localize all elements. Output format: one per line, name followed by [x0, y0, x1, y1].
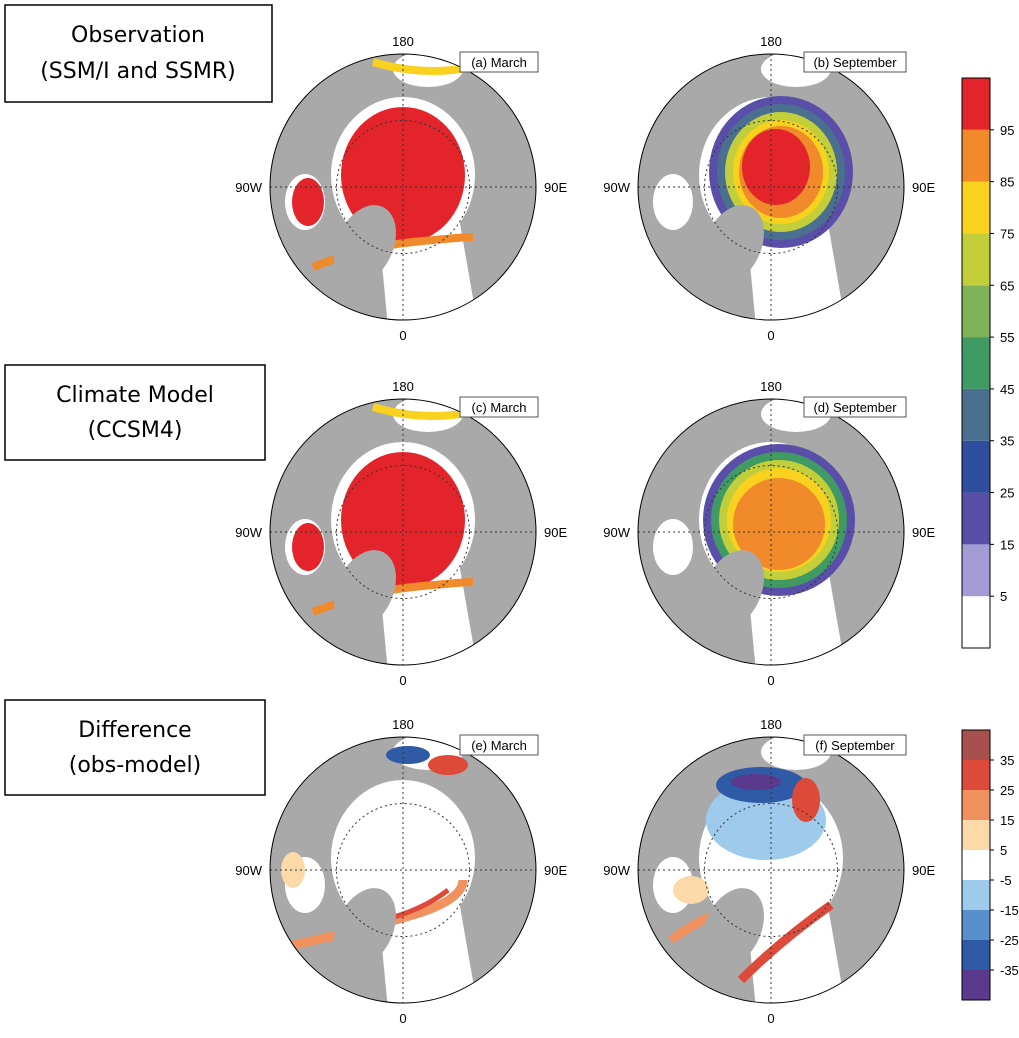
ice-region: [386, 746, 430, 764]
row-label-box: Climate Model (CCSM4): [5, 365, 265, 460]
lon-label: 90W: [235, 863, 262, 878]
row-label: (SSM/I and SSMR): [40, 59, 236, 84]
colorbar-segment: [962, 130, 990, 182]
polar-map: 180 0 90W 90E (f) September: [603, 717, 935, 1026]
lon-label: 90E: [544, 863, 567, 878]
panel-label: (f) September: [815, 738, 895, 753]
colorbar-segment: [962, 389, 990, 441]
colorbar-segment: [962, 970, 990, 1000]
ice-region: [792, 778, 820, 822]
lon-label: 0: [399, 328, 406, 343]
colorbar-tick-label: 35: [1000, 753, 1014, 768]
colorbar-segment: [962, 850, 990, 880]
colorbar-tick-label: 25: [1000, 486, 1014, 501]
colorbar-segment: [962, 285, 990, 337]
row-label: Climate Model: [56, 383, 214, 408]
colorbar-tick-label: 95: [1000, 123, 1014, 138]
ice-region: [673, 876, 709, 904]
panel-label: (e) March: [471, 738, 527, 753]
colorbar-segment: [962, 78, 990, 130]
colorbar-segment: [962, 790, 990, 820]
lon-label: 0: [767, 673, 774, 688]
panel-label: (a) March: [471, 55, 527, 70]
colorbar-tick-label: 55: [1000, 330, 1014, 345]
row-label: (obs-model): [69, 753, 202, 778]
colorbar-tick-label: 25: [1000, 783, 1014, 798]
lon-label: 180: [392, 379, 414, 394]
lon-label: 90W: [603, 863, 630, 878]
panel-label: (d) September: [813, 400, 897, 415]
lon-label: 90W: [603, 180, 630, 195]
colorbar-segment: [962, 910, 990, 940]
page: {"row_labels": [ {"line1": "Observation"…: [0, 0, 1019, 1038]
polar-map: 180 0 90W 90E (e) March: [235, 717, 567, 1026]
row-label: Difference: [78, 718, 191, 743]
colorbar-segment: [962, 760, 990, 790]
lon-label: 90E: [912, 180, 935, 195]
lon-label: 0: [767, 328, 774, 343]
colorbar-tick-label: 15: [1000, 813, 1014, 828]
lon-label: 90W: [235, 180, 262, 195]
colorbar-tick-label: 5: [1000, 843, 1007, 858]
ice-region: [292, 523, 324, 571]
polar-map: 180 0 90W 90E (d) September: [603, 379, 935, 688]
ice-region: [292, 178, 324, 226]
figure: Observation (SSM/I and SSMR) Climate Mod…: [0, 0, 1019, 1038]
colorbar-segment: [962, 596, 990, 648]
colorbar-tick-label: 65: [1000, 278, 1014, 293]
colorbar-tick-label: 15: [1000, 537, 1014, 552]
row-label: Observation: [71, 23, 205, 48]
lon-label: 180: [760, 34, 782, 49]
colorbar-tick-label: 5: [1000, 589, 1007, 604]
colorbar-tick-label: 85: [1000, 175, 1014, 190]
ice-region: [731, 774, 781, 790]
colorbar-segment: [962, 820, 990, 850]
colorbar-segment: [962, 544, 990, 596]
lon-label: 180: [760, 717, 782, 732]
colorbar-tick-label: -25: [1000, 933, 1019, 948]
colorbar-segment: [962, 182, 990, 234]
colorbar-segment: [962, 880, 990, 910]
lon-label: 0: [399, 1011, 406, 1026]
colorbar-tick-label: -15: [1000, 903, 1019, 918]
ocean: [653, 174, 693, 230]
colorbar-tick-label: 35: [1000, 434, 1014, 449]
colorbar-segment: [962, 493, 990, 545]
ice-region: [742, 129, 810, 205]
colorbar-segment: [962, 730, 990, 760]
row-label-box: Difference (obs-model): [5, 700, 265, 795]
polar-map: 180 0 90W 90E (a) March: [235, 34, 567, 343]
colorbar-segment: [962, 233, 990, 285]
ice-region: [428, 755, 468, 775]
lon-label: 0: [399, 673, 406, 688]
lon-label: 90W: [603, 525, 630, 540]
lon-label: 90E: [544, 180, 567, 195]
colorbar-segment: [962, 940, 990, 970]
lon-label: 180: [392, 717, 414, 732]
ocean: [653, 519, 693, 575]
lon-label: 0: [767, 1011, 774, 1026]
lon-label: 90E: [912, 525, 935, 540]
lon-label: 90W: [235, 525, 262, 540]
lon-label: 180: [760, 379, 782, 394]
colorbar-segment: [962, 337, 990, 389]
lon-label: 90E: [912, 863, 935, 878]
colorbar-tick-label: -35: [1000, 963, 1019, 978]
lon-label: 180: [392, 34, 414, 49]
polar-map: 180 0 90W 90E (c) March: [235, 379, 567, 688]
colorbar-segment: [962, 441, 990, 493]
polar-map: 180 0 90W 90E (b) September: [603, 34, 935, 343]
row-label: (CCSM4): [88, 418, 183, 443]
colorbar-tick-label: -5: [1000, 873, 1012, 888]
colorbar-tick-label: 45: [1000, 382, 1014, 397]
lon-label: 90E: [544, 525, 567, 540]
colorbar-tick-label: 75: [1000, 226, 1014, 241]
row-label-box: Observation (SSM/I and SSMR): [5, 5, 272, 102]
panel-label: (c) March: [472, 400, 527, 415]
panel-label: (b) September: [813, 55, 897, 70]
